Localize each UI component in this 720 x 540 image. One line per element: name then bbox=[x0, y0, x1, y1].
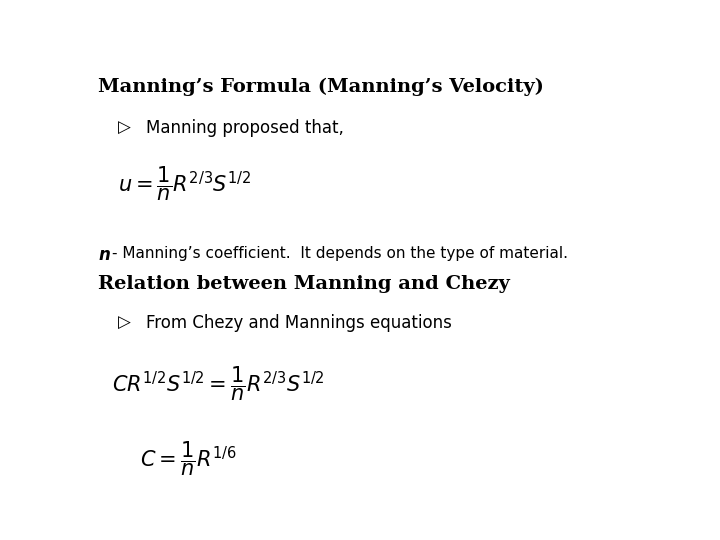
Text: $u = \dfrac{1}{n} R^{2/3} S^{1/2}$: $u = \dfrac{1}{n} R^{2/3} S^{1/2}$ bbox=[118, 165, 251, 203]
Text: Relation between Manning and Chezy: Relation between Manning and Chezy bbox=[99, 275, 510, 293]
Text: $C = \dfrac{1}{n} R^{1/6}$: $C = \dfrac{1}{n} R^{1/6}$ bbox=[140, 439, 237, 477]
Text: From Chezy and Mannings equations: From Chezy and Mannings equations bbox=[145, 314, 451, 332]
Text: Manning proposed that,: Manning proposed that, bbox=[145, 119, 343, 137]
Text: ▷: ▷ bbox=[118, 119, 130, 137]
Text: ▷: ▷ bbox=[118, 314, 130, 332]
Text: $\boldsymbol{n}$: $\boldsymbol{n}$ bbox=[99, 246, 112, 264]
Text: - Manning’s coefficient.  It depends on the type of material.: - Manning’s coefficient. It depends on t… bbox=[112, 246, 568, 261]
Text: Manning’s Formula (Manning’s Velocity): Manning’s Formula (Manning’s Velocity) bbox=[99, 77, 544, 96]
Text: $CR^{1/2}S^{1/2} = \dfrac{1}{n} R^{2/3} S^{1/2}$: $CR^{1/2}S^{1/2} = \dfrac{1}{n} R^{2/3} … bbox=[112, 364, 325, 403]
